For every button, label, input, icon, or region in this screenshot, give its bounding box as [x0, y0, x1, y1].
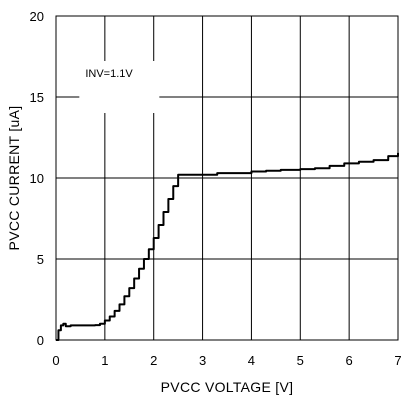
y-tick-label: 15: [30, 90, 44, 105]
x-tick-label: 4: [248, 353, 255, 368]
x-tick-label: 3: [199, 353, 206, 368]
x-tick-label: 5: [297, 353, 304, 368]
x-tick-label: 2: [150, 353, 157, 368]
x-tick-labels: 0 1 2 3 4 5 6 7: [52, 353, 401, 368]
annotation-background: [79, 61, 160, 113]
y-tick-labels: 0 5 10 15 20: [30, 9, 44, 348]
y-tick-label: 10: [30, 171, 44, 186]
x-tick-label: 6: [346, 353, 353, 368]
annotation-label: INV=1.1V: [85, 68, 133, 80]
y-axis-title: PVCC CURRENT [uA]: [6, 106, 22, 251]
y-tick-label: 0: [37, 333, 44, 348]
y-tick-label: 5: [37, 252, 44, 267]
x-tick-label: 7: [394, 353, 401, 368]
y-tick-label: 20: [30, 9, 44, 24]
x-axis-title: PVCC VOLTAGE [V]: [161, 379, 294, 395]
series-line: [56, 152, 399, 341]
x-tick-label: 0: [52, 353, 59, 368]
x-tick-label: 1: [101, 353, 108, 368]
plot-frame: [55, 15, 399, 341]
